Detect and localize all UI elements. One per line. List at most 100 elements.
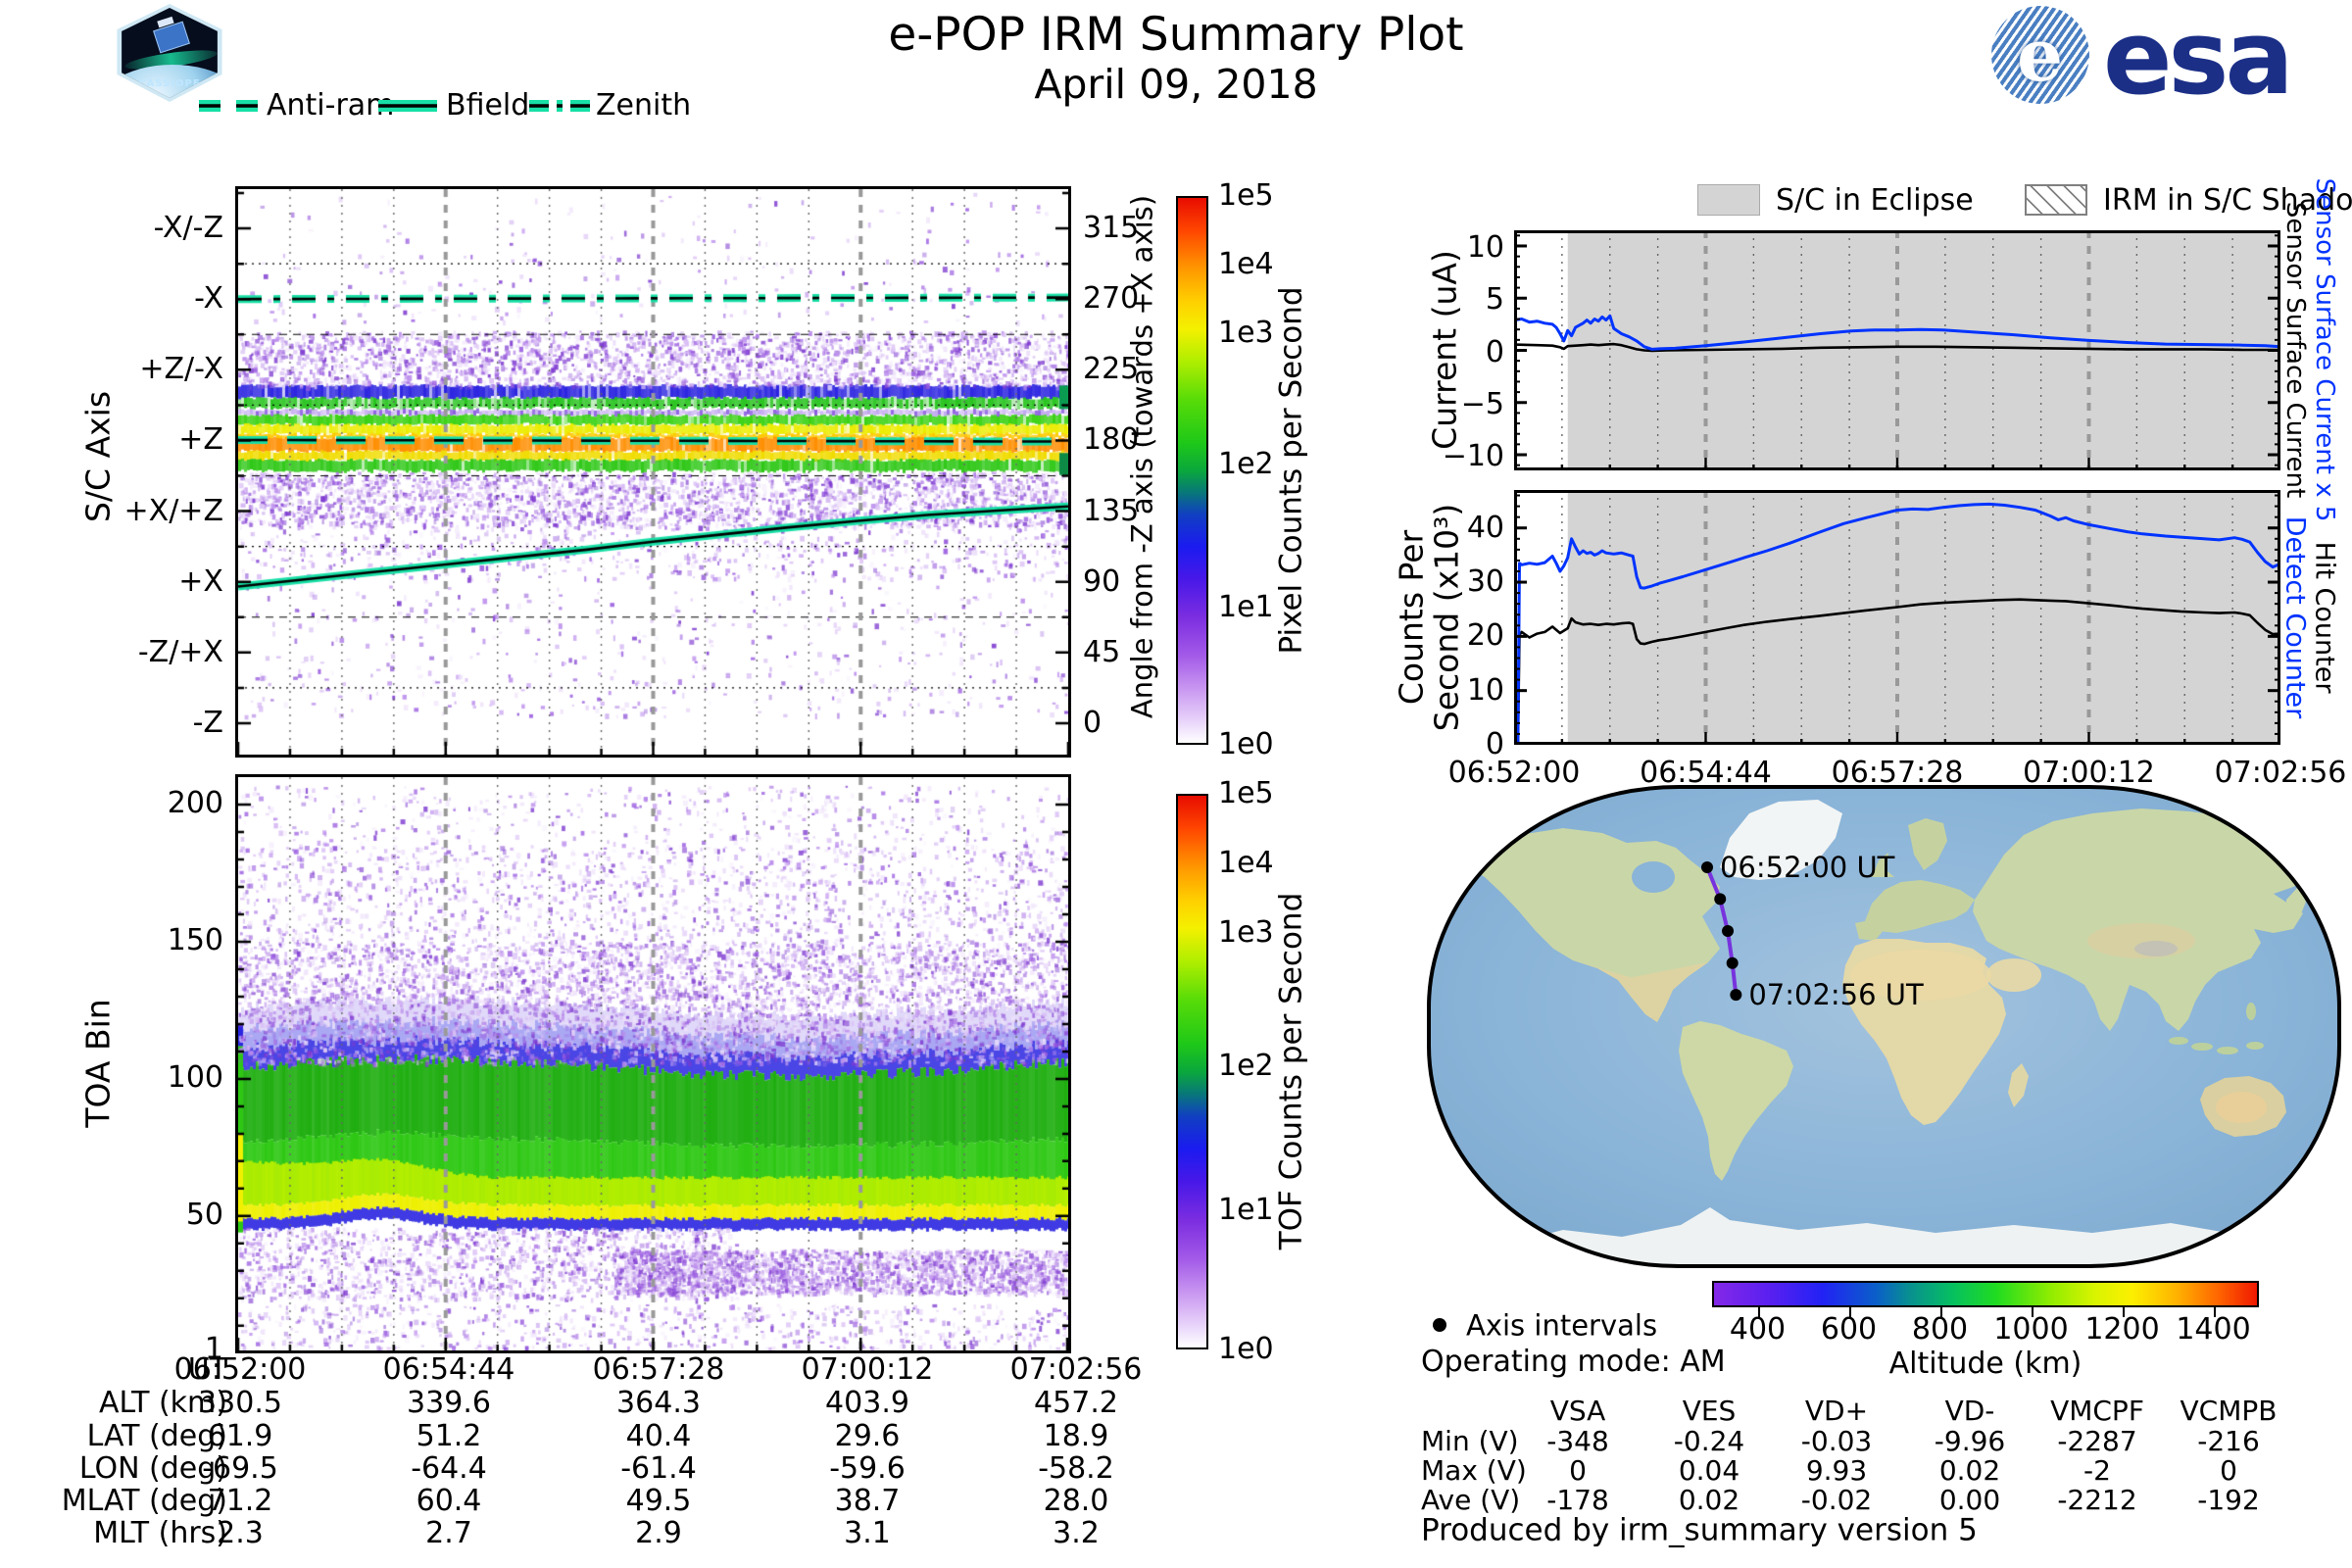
time-axis-tick: 07:00:12 — [2023, 756, 2155, 790]
altitude-colorbar-label: Altitude (km) — [1888, 1347, 2082, 1381]
altitude-tick-mark — [2213, 1307, 2216, 1317]
angle-axis-tick: 315 — [1083, 211, 1140, 246]
voltage-value: -2287 — [2057, 1425, 2137, 1457]
pixel-counts-colorbar — [1176, 196, 1208, 745]
voltage-column-header: VMCPF — [2050, 1395, 2144, 1427]
toa-spectrogram-panel — [235, 774, 1071, 1353]
ephemeris-value: 38.7 — [834, 1484, 901, 1518]
voltage-value: -216 — [2197, 1425, 2260, 1457]
counter-rates-plot — [1514, 490, 2280, 745]
bfield-legend-label: Bfield — [446, 88, 530, 122]
sc-axis-ytick: -X/-Z — [153, 211, 223, 246]
anti-ram-legend-label: Anti-ram — [267, 88, 395, 122]
tof-colorbar-tick: 1e0 — [1218, 1332, 1274, 1366]
sc-axis-ytick: +X/+Z — [123, 493, 223, 528]
pixel-colorbar-tick: 1e4 — [1218, 247, 1274, 281]
world-map: 06:52:00 UT 07:02:56 UT — [1427, 785, 2341, 1268]
ground-track-point-06:54:44 — [1714, 893, 1727, 906]
voltage-value: -2 — [2083, 1454, 2111, 1487]
pixel-colorbar-tick: 1e2 — [1218, 447, 1274, 482]
altitude-tick: 1000 — [1993, 1312, 2069, 1347]
sensor-surface-current-label: Sensor Surface Current — [2280, 201, 2310, 499]
current-ytick: 10 — [1466, 229, 1504, 265]
ephemeris-value: 60.4 — [416, 1484, 482, 1518]
sc-axis-ytick: +Z/-X — [139, 352, 223, 387]
toa-ytick: 50 — [185, 1197, 223, 1232]
ephemeris-row-label: MLT (hrs) — [93, 1516, 227, 1550]
tof-colorbar-tick: 1e4 — [1218, 845, 1274, 880]
ephemeris-value: -61.4 — [620, 1451, 697, 1486]
time-axis-tick: 06:52:00 — [1447, 756, 1581, 790]
current-ytick: −10 — [1442, 439, 1504, 474]
voltage-value: -348 — [1546, 1425, 1609, 1457]
series-sensor-surface-current — [1514, 342, 2280, 353]
voltage-value: 0.02 — [1938, 1454, 2001, 1487]
sc-axis-spectrogram-canvas — [238, 189, 1068, 755]
tof-counts-colorbar-label: TOF Counts per Second — [1273, 892, 1309, 1250]
altitude-tick: 1200 — [2084, 1312, 2160, 1347]
eclipse-legend-swatch — [1697, 184, 1760, 216]
sc-axis-ytick: -Z — [192, 705, 223, 740]
angle-axis-tick: 180 — [1083, 422, 1140, 458]
altitude-tick: 600 — [1820, 1312, 1878, 1347]
counts-ylabel-line2: Second (x10³) — [1427, 503, 1466, 732]
voltage-column-header: VSA — [1549, 1395, 1606, 1427]
pixel-colorbar-tick: 1e5 — [1218, 178, 1274, 213]
ephemeris-value: 2.9 — [635, 1516, 682, 1550]
voltage-value: 0.00 — [1938, 1484, 2001, 1516]
counts-ytick: 10 — [1466, 672, 1504, 708]
sensor-current-plot — [1514, 230, 2280, 470]
ephemeris-value: -64.4 — [411, 1451, 487, 1486]
angle-axis-tick: 270 — [1083, 281, 1140, 317]
footer-version-label: Produced by irm_summary version 5 — [1421, 1512, 1978, 1548]
ephemeris-value: -69.5 — [202, 1451, 278, 1486]
toa-ytick: 1 — [204, 1332, 223, 1366]
altitude-tick-mark — [1939, 1307, 1942, 1317]
ephemeris-value: 457.2 — [1034, 1386, 1118, 1420]
angle-axis-tick: 90 — [1083, 564, 1121, 599]
voltage-row-label: Min (V) — [1421, 1425, 1519, 1457]
track-end-label: 07:02:56 UT — [1748, 978, 1924, 1011]
map-continents — [1460, 800, 2326, 1266]
ephemeris-value: 49.5 — [625, 1484, 692, 1518]
pixel-colorbar-tick: 1e0 — [1218, 727, 1274, 761]
ephemeris-row-label: LAT (deg) — [86, 1419, 227, 1453]
tof-colorbar-tick: 1e1 — [1218, 1193, 1274, 1228]
tof-colorbar-tick: 1e2 — [1218, 1048, 1274, 1083]
cassiope-mission-patch: CASSIOPE — [117, 4, 222, 102]
tof-colorbar-tick: 1e5 — [1218, 776, 1274, 810]
bfield-legend-line — [378, 100, 437, 112]
page-title: e-POP IRM Summary Plot — [888, 8, 1464, 62]
altitude-tick: 800 — [1911, 1312, 1969, 1347]
eclipse-region — [1567, 490, 2280, 745]
ephemeris-value: 06:54:44 — [382, 1352, 515, 1387]
ground-track-point-07:02:56 — [1730, 989, 1742, 1002]
ephemeris-value: 29.6 — [834, 1419, 901, 1453]
anti-ram-legend-line — [199, 100, 258, 112]
sc-axis-ytick: +X — [178, 564, 223, 599]
pixel-colorbar-tick: 1e1 — [1218, 590, 1274, 624]
ephemeris-value: 2.7 — [425, 1516, 472, 1550]
ephemeris-row-label: ALT (km) — [99, 1386, 227, 1420]
map-outline — [1427, 785, 2341, 1268]
esa-globe-icon — [1991, 6, 2089, 104]
operating-mode-label: Operating mode: AM — [1421, 1345, 1726, 1379]
ground-track-point-07:00:12 — [1726, 956, 1739, 969]
angle-axis-tick: 135 — [1083, 493, 1140, 528]
eclipse-legend-label: S/C in Eclipse — [1776, 183, 1974, 218]
voltage-column-header: VCMPB — [2180, 1395, 2278, 1427]
pixel-colorbar-tick: 1e3 — [1218, 316, 1274, 350]
axis-intervals-label: Axis intervals — [1466, 1308, 1658, 1343]
ephemeris-value: 06:57:28 — [592, 1352, 725, 1387]
altitude-tick: 1400 — [2176, 1312, 2251, 1347]
series-detect-counter — [1514, 502, 2280, 745]
detect-counter-label: Detect Counter — [2279, 515, 2311, 719]
ephemeris-value: 06:52:00 — [173, 1352, 307, 1387]
plot-frame — [1514, 490, 2280, 745]
time-axis-tick: 06:57:28 — [1831, 756, 1964, 790]
ephemeris-value: 403.9 — [825, 1386, 909, 1420]
ephemeris-value: 2.3 — [217, 1516, 264, 1550]
toa-ytick: 100 — [167, 1059, 223, 1095]
angle-axis-tick: 225 — [1083, 352, 1140, 387]
